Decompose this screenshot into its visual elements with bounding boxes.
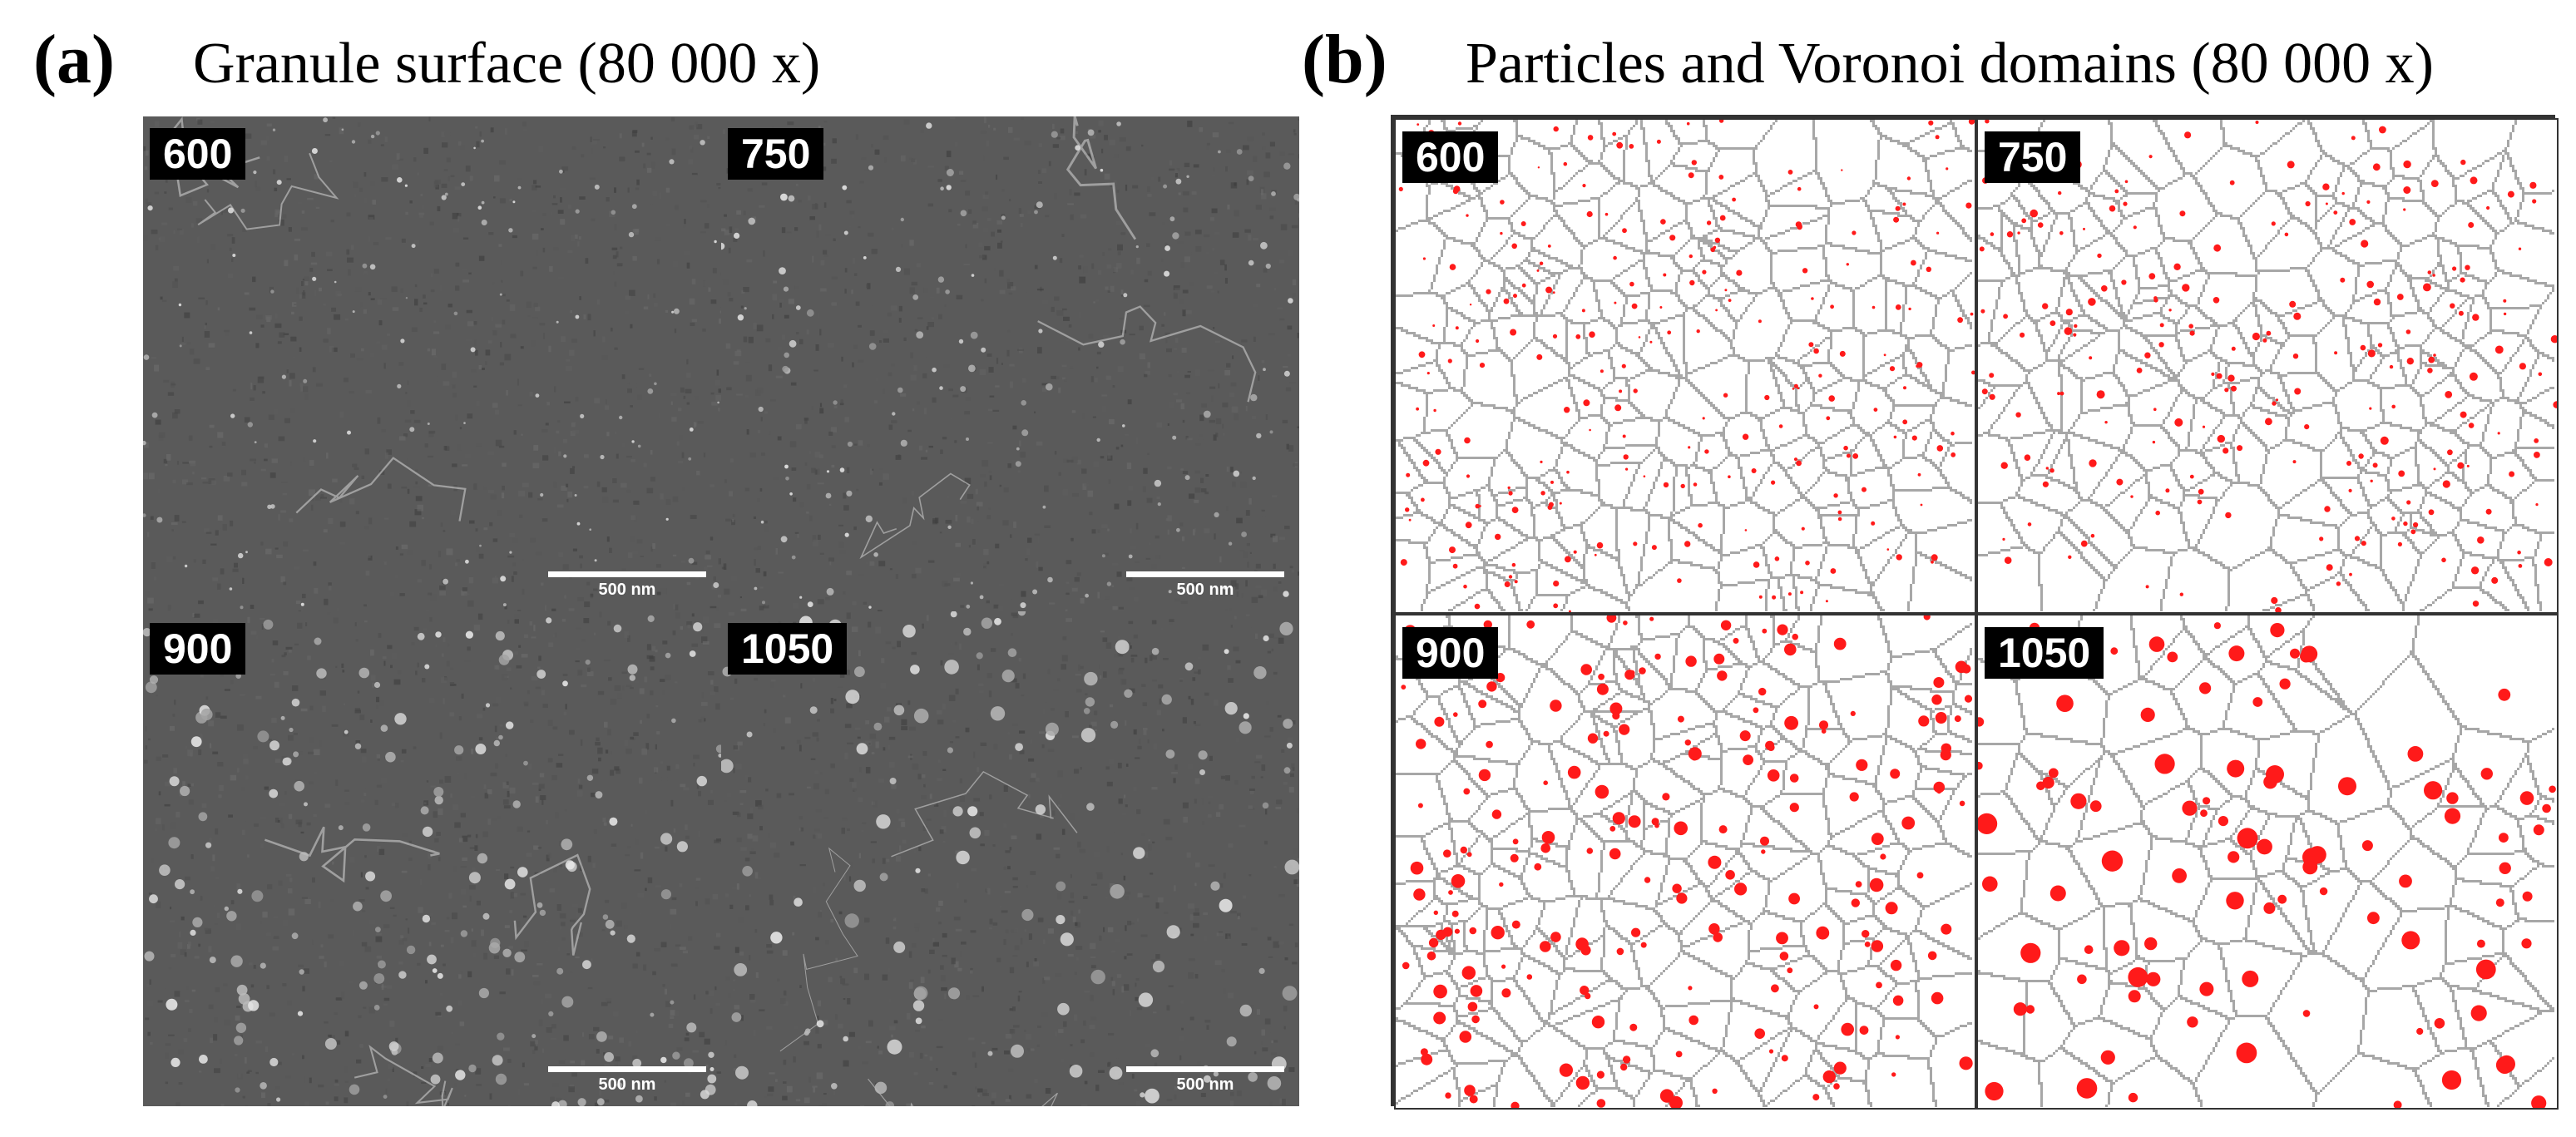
temperature-label: 900 xyxy=(150,623,246,675)
sem-micrograph xyxy=(143,611,721,1106)
scale-bar-text: 500 nm xyxy=(1176,1075,1234,1094)
voronoi-image-grid: 600 750 900 1050 xyxy=(1391,115,2559,1110)
sem-micrograph xyxy=(143,116,721,611)
temperature-label: 1050 xyxy=(728,623,848,675)
scale-bar: 500 nm xyxy=(1126,1066,1284,1095)
scale-bar-text: 500 nm xyxy=(1176,581,1234,599)
panel-b-letter: (b) xyxy=(1302,21,1387,98)
scale-bar-text: 500 nm xyxy=(598,581,656,599)
panel-a-letter: (a) xyxy=(33,21,115,98)
sem-image-750: 750 500 nm xyxy=(721,116,1299,611)
temperature-label: 900 xyxy=(1402,627,1499,679)
scale-bar: 500 nm xyxy=(1126,571,1284,600)
panel-b-title: Particles and Voronoi domains (80 000 x) xyxy=(1466,32,2434,96)
panel-a-title: Granule surface (80 000 x) xyxy=(193,32,821,96)
sem-image-900: 900 500 nm xyxy=(143,611,721,1106)
temperature-label: 750 xyxy=(1985,131,2081,183)
voronoi-map-1050: 1050 xyxy=(1976,614,2559,1110)
scale-bar: 500 nm xyxy=(548,1066,706,1095)
scale-bar: 500 nm xyxy=(548,571,706,600)
voronoi-diagram xyxy=(1978,120,2557,612)
temperature-label: 600 xyxy=(150,128,246,180)
sem-micrograph xyxy=(721,116,1299,611)
voronoi-map-900: 900 xyxy=(1394,614,1976,1110)
sem-image-grid: 600 500 nm 750 500 nm 900 500 nm 1050 50… xyxy=(143,116,1299,1106)
voronoi-diagram xyxy=(1396,120,1975,612)
scale-bar-text: 500 nm xyxy=(598,1075,656,1094)
sem-micrograph xyxy=(721,611,1299,1106)
sem-image-1050: 1050 500 nm xyxy=(721,611,1299,1106)
sem-image-600: 600 500 nm xyxy=(143,116,721,611)
voronoi-diagram xyxy=(1978,615,2557,1108)
voronoi-map-750: 750 xyxy=(1976,118,2559,614)
temperature-label: 1050 xyxy=(1985,627,2104,679)
temperature-label: 600 xyxy=(1402,131,1499,183)
temperature-label: 750 xyxy=(728,128,824,180)
voronoi-diagram xyxy=(1396,615,1975,1108)
voronoi-map-600: 600 xyxy=(1394,118,1976,614)
